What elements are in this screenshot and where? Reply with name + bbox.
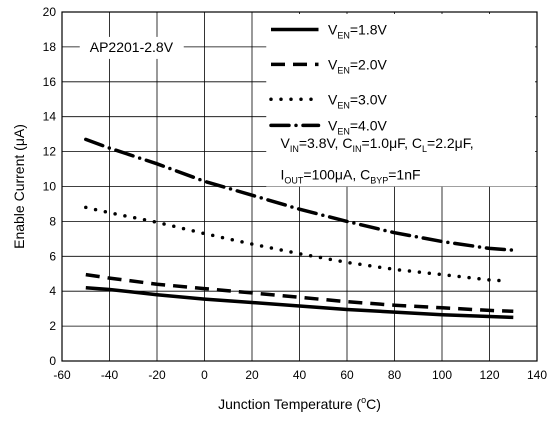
legend-label-2: VEN=2.0V: [328, 56, 387, 75]
x-tick-label: -20: [148, 368, 166, 382]
y-tick-label: 6: [49, 249, 56, 263]
y-tick-label: 10: [43, 180, 57, 194]
y-tick-label: 16: [43, 75, 57, 89]
x-tick-label: 0: [201, 368, 208, 382]
y-tick-label: 14: [43, 110, 57, 124]
legend-background: [266, 14, 535, 187]
x-tick-label: -60: [53, 368, 71, 382]
legend: VEN=1.8V VEN=2.0V VEN=3.0V VEN=4.0V: [269, 21, 387, 136]
conditions-line-1: VIN=3.8V, CIN=1.0μF, CL=2.2μF,: [281, 135, 474, 154]
x-tick-label: -40: [101, 368, 119, 382]
x-axis-title: Junction Temperature (oC): [218, 395, 381, 412]
legend-label-4: VEN=4.0V: [328, 117, 387, 136]
series-line-2: [85, 272, 514, 314]
axes: [61, 11, 538, 362]
test-conditions: VIN=3.8V, CIN=1.0μF, CL=2.2μF, IOUT=100μA…: [281, 135, 474, 185]
y-tick-label: 4: [49, 284, 56, 298]
x-tick-labels: -60 -40 -20 0 20 40 60 80 100 120 140: [53, 368, 547, 382]
y-tick-label: 0: [49, 354, 56, 368]
x-tick-label: 20: [245, 368, 259, 382]
y-tick-label: 8: [49, 214, 56, 228]
x-tick-label: 120: [479, 368, 499, 382]
y-tick-label: 12: [43, 145, 57, 159]
plot-frame: [61, 11, 538, 362]
y-tick-labels: 0 2 4 6 8 10 12 14 16 18 20: [43, 5, 57, 368]
x-tick-label: 80: [388, 368, 402, 382]
x-tick-label: 40: [293, 368, 307, 382]
series-line-3: [84, 205, 504, 283]
y-axis-title: Enable Current (μA): [11, 124, 27, 249]
y-tick-label: 18: [43, 40, 57, 54]
y-tick-label: 20: [43, 5, 57, 19]
conditions-line-2: IOUT=100μA, CBYP=1nF: [281, 167, 421, 186]
legend-label-1: VEN=1.8V: [328, 21, 387, 40]
device-annotation: AP2201-2.8V: [90, 39, 174, 55]
x-tick-label: 60: [340, 368, 354, 382]
y-tick-label: 2: [49, 319, 56, 333]
x-tick-label: 140: [527, 368, 547, 382]
legend-label-3: VEN=3.0V: [328, 91, 387, 110]
series-line-4: [84, 137, 516, 252]
annotation-box: [79, 36, 184, 59]
series-line-1: [85, 285, 514, 320]
series-layer: [84, 137, 516, 320]
x-tick-label: 100: [432, 368, 452, 382]
